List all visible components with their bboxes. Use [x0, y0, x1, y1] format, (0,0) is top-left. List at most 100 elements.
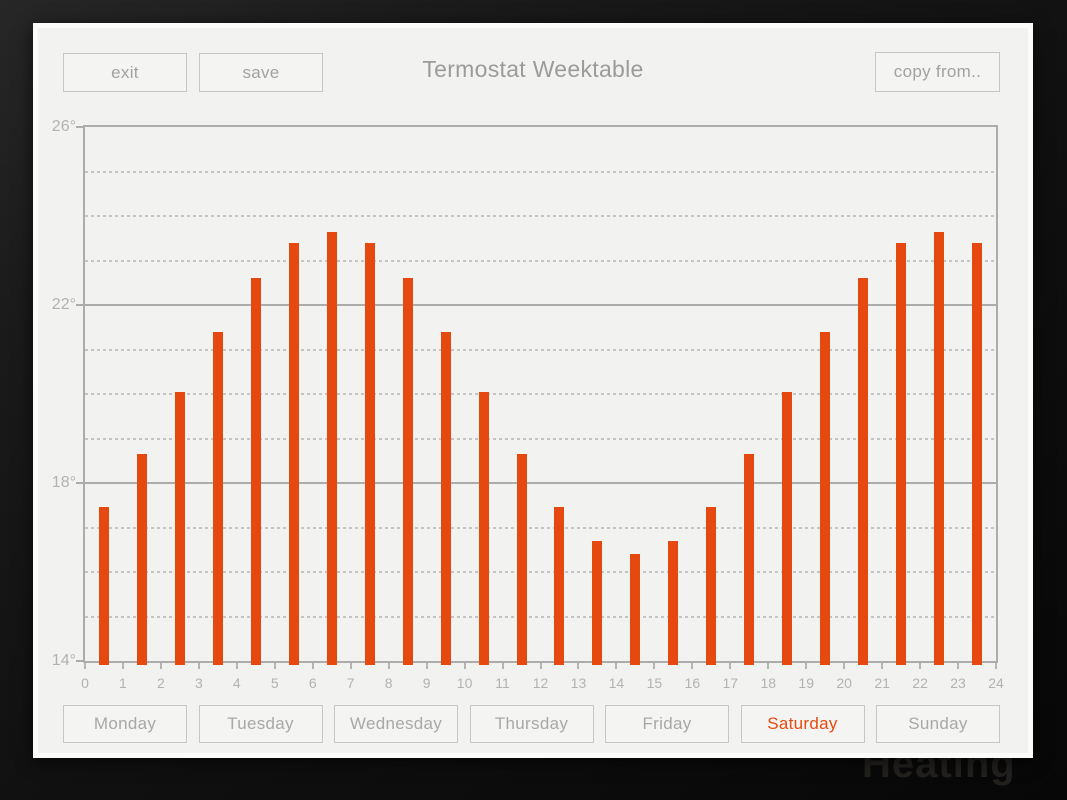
day-button-tuesday[interactable]: Tuesday: [198, 705, 323, 743]
bar-hour-9[interactable]: [440, 331, 451, 665]
x-axis-label-9: 9: [422, 675, 431, 691]
gridline-dashed-17: [85, 526, 996, 529]
exit-button[interactable]: exit: [63, 53, 187, 92]
bar-hour-13[interactable]: [592, 540, 603, 665]
x-axis-label-6: 6: [308, 675, 317, 691]
x-axis-label-23: 23: [950, 675, 966, 691]
x-tick-mark-16: [691, 663, 694, 669]
bar-hour-18[interactable]: [782, 391, 793, 665]
bar-hour-20[interactable]: [858, 278, 869, 665]
bar-hour-21[interactable]: [896, 242, 907, 665]
x-axis-label-1: 1: [119, 675, 127, 691]
x-axis-label-18: 18: [760, 675, 777, 691]
gridline-dashed-24: [85, 215, 996, 217]
x-axis-label-5: 5: [270, 675, 279, 691]
x-axis-label-17: 17: [722, 675, 739, 691]
x-axis-label-16: 16: [684, 675, 701, 691]
y-tick-mark-14: [76, 660, 83, 662]
day-selector: Monday Tuesday Wednesday Thursday Friday Satu…: [63, 705, 1000, 743]
gridline-solid-18: [85, 482, 996, 484]
y-tick-mark-26: [76, 126, 83, 128]
x-tick-mark-20: [843, 663, 846, 669]
bar-hour-11[interactable]: [516, 454, 527, 665]
y-axis-label-14: 14°: [51, 652, 76, 669]
x-axis-label-3: 3: [194, 675, 203, 691]
y-tick-mark-22: [76, 304, 83, 306]
thermostat-weektable-panel: exit save Termostat Weektable copy from.…: [33, 23, 1033, 758]
x-tick-mark-5: [273, 663, 276, 669]
copy-from-button[interactable]: copy from..: [875, 52, 1000, 92]
temperature-chart-plot-area: [76, 125, 998, 669]
x-tick-mark-4: [235, 663, 238, 669]
x-axis-label-2: 2: [157, 675, 165, 691]
gridline-dashed-20: [85, 393, 996, 395]
x-axis-label-24: 24: [988, 675, 1004, 691]
x-tick-mark-6: [311, 663, 314, 669]
x-axis-label-22: 22: [912, 675, 928, 691]
gridline-dashed-21: [85, 348, 996, 351]
bar-hour-19[interactable]: [820, 331, 831, 665]
x-tick-mark-11: [501, 663, 504, 669]
bar-hour-10[interactable]: [478, 391, 489, 665]
bar-hour-0[interactable]: [98, 507, 109, 665]
x-axis-label-0: 0: [81, 675, 89, 691]
x-tick-mark-0: [84, 663, 86, 669]
bar-hour-23[interactable]: [972, 242, 983, 665]
x-axis-label-19: 19: [798, 675, 814, 691]
bar-hour-15[interactable]: [668, 540, 679, 665]
gridline-dashed-25: [85, 170, 996, 173]
x-axis-label-4: 4: [232, 675, 241, 691]
x-tick-mark-10: [463, 663, 466, 669]
x-tick-mark-3: [197, 663, 200, 669]
x-axis-label-7: 7: [346, 675, 355, 691]
x-tick-mark-12: [539, 663, 542, 669]
bar-hour-17[interactable]: [744, 454, 755, 665]
x-axis-label-20: 20: [836, 675, 852, 691]
bar-hour-6[interactable]: [326, 231, 337, 665]
bar-hour-1[interactable]: [136, 454, 147, 665]
x-tick-mark-18: [767, 663, 770, 669]
x-tick-mark-15: [653, 663, 656, 669]
gridline-dashed-15: [85, 615, 996, 618]
x-tick-mark-22: [919, 663, 922, 669]
day-button-friday[interactable]: Friday: [605, 705, 729, 743]
gridline-solid-22: [85, 304, 996, 306]
x-tick-mark-23: [957, 663, 960, 669]
x-tick-mark-13: [577, 663, 580, 669]
x-axis-label-8: 8: [384, 675, 393, 691]
bar-hour-5[interactable]: [288, 242, 299, 665]
x-axis-label-14: 14: [608, 675, 625, 691]
bar-hour-22[interactable]: [934, 231, 945, 665]
y-axis-label-18: 18°: [51, 474, 76, 491]
day-button-wednesday[interactable]: Wednesday: [334, 705, 458, 743]
bar-hour-3[interactable]: [212, 331, 223, 665]
bar-hour-8[interactable]: [402, 278, 413, 665]
x-axis-label-11: 11: [495, 675, 510, 691]
bar-hour-14[interactable]: [630, 554, 641, 665]
day-button-thursday[interactable]: Thursday: [469, 705, 594, 743]
save-button[interactable]: save: [199, 53, 323, 92]
x-tick-mark-14: [615, 663, 618, 669]
x-axis-label-12: 12: [532, 675, 549, 691]
day-button-saturday[interactable]: Saturday: [740, 705, 865, 743]
x-axis-label-10: 10: [456, 675, 473, 691]
day-button-sunday[interactable]: Sunday: [876, 705, 1000, 743]
gridline-dashed-16: [85, 571, 996, 573]
x-axis-label-21: 21: [874, 675, 890, 691]
bar-hour-16[interactable]: [706, 507, 717, 665]
bar-hour-12[interactable]: [554, 507, 565, 665]
x-tick-mark-1: [121, 663, 124, 669]
gridline-dashed-23: [85, 259, 996, 262]
x-tick-mark-24: [995, 663, 997, 669]
y-axis-label-22: 22°: [51, 296, 76, 313]
day-button-monday[interactable]: Monday: [63, 705, 187, 743]
bar-hour-7[interactable]: [364, 242, 375, 665]
bar-hour-4[interactable]: [250, 278, 261, 665]
x-tick-mark-21: [881, 663, 884, 669]
y-axis-label-26: 26°: [51, 118, 76, 135]
x-tick-mark-9: [425, 663, 428, 669]
x-tick-mark-17: [729, 663, 732, 669]
bar-hour-2[interactable]: [174, 391, 185, 665]
page-title: Termostat Weektable: [422, 56, 644, 82]
x-axis-label-15: 15: [646, 675, 663, 691]
